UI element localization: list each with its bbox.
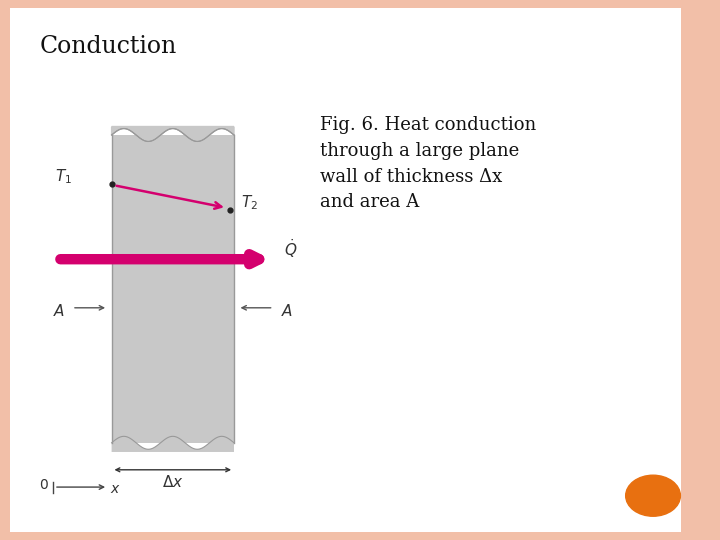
Text: $T_2$: $T_2$ xyxy=(241,193,258,212)
Text: Fig. 6. Heat conduction
through a large plane
wall of thickness Δx
and area A: Fig. 6. Heat conduction through a large … xyxy=(320,116,536,211)
Bar xyxy=(0,0,720,8)
Circle shape xyxy=(626,475,680,516)
Bar xyxy=(0,532,720,540)
Bar xyxy=(681,0,720,540)
Bar xyxy=(0,0,10,540)
Text: $T_1$: $T_1$ xyxy=(55,167,72,186)
Text: $A$: $A$ xyxy=(53,303,65,319)
Polygon shape xyxy=(112,126,234,141)
Polygon shape xyxy=(112,127,234,141)
Text: 0: 0 xyxy=(40,478,48,492)
Text: $A$: $A$ xyxy=(281,303,293,319)
Text: $\Delta x$: $\Delta x$ xyxy=(162,474,184,490)
Text: x: x xyxy=(110,482,118,496)
Bar xyxy=(112,135,234,443)
Polygon shape xyxy=(112,436,234,452)
Text: Conduction: Conduction xyxy=(40,35,177,58)
Text: $\dot{Q}$: $\dot{Q}$ xyxy=(284,238,298,260)
